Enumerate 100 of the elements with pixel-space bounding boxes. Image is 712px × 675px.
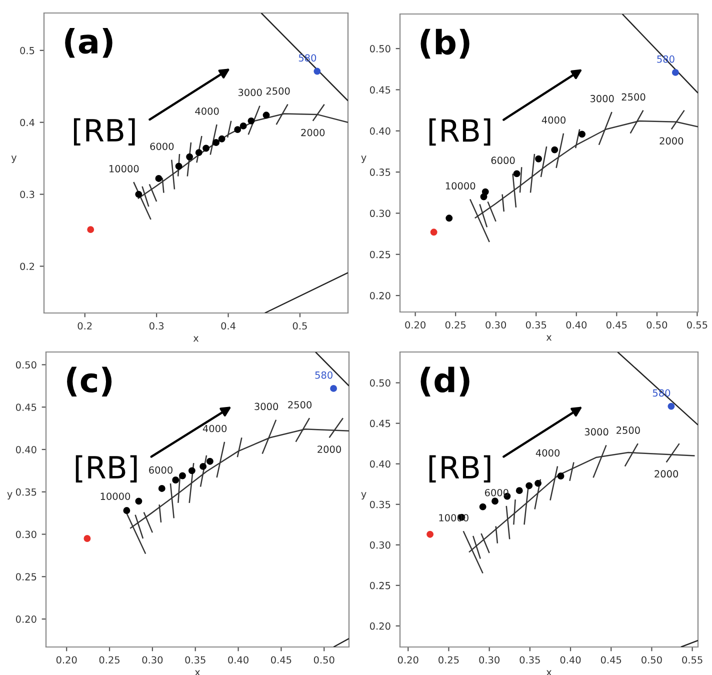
- x-tick-label: 0.50: [314, 656, 334, 664]
- x-tick-label: 0.40: [228, 656, 248, 664]
- x-tick-label: 0.55: [682, 656, 702, 664]
- y-tick-label: 0.45: [370, 86, 390, 94]
- annotation: [RB]: [76, 455, 137, 482]
- point: [188, 467, 196, 474]
- y-tick-label: 0.50: [16, 361, 36, 369]
- point: [248, 117, 255, 124]
- annotation: 10000: [446, 182, 476, 190]
- point: [212, 139, 220, 146]
- point: [195, 149, 202, 156]
- chart-title: (a): [65, 28, 112, 58]
- y-tick-label: 0.25: [370, 250, 390, 258]
- point: [513, 170, 520, 178]
- x-tick-label: 0.20: [398, 656, 418, 664]
- x-tick-label: 0.3: [149, 322, 164, 330]
- annotation: 10000: [110, 165, 139, 172]
- x-tick-label: 0.50: [646, 321, 668, 329]
- y-tick-label: 0.45: [16, 404, 36, 411]
- annotation: 3000: [584, 428, 608, 436]
- y-tick-label: 0.20: [370, 622, 390, 630]
- point: [200, 462, 207, 470]
- point: [534, 480, 542, 487]
- point: [535, 155, 542, 162]
- point: [314, 68, 321, 75]
- y-tick-label: 0.45: [370, 420, 390, 428]
- annotation: 580: [315, 371, 332, 379]
- annotation: 4000: [195, 107, 219, 115]
- point: [218, 135, 226, 142]
- x-tick-label: 0.35: [185, 656, 206, 664]
- annotation: 2500: [616, 426, 640, 434]
- point: [330, 384, 338, 392]
- point: [482, 188, 489, 196]
- point: [668, 402, 675, 410]
- point: [526, 482, 533, 490]
- chart-title: (b): [420, 28, 470, 59]
- point: [158, 485, 166, 492]
- y-tick-label: 0.40: [370, 460, 390, 468]
- annotation: [RB]: [429, 455, 490, 482]
- y-tick-label: 0.25: [16, 573, 36, 580]
- point: [240, 122, 247, 130]
- point: [446, 214, 453, 222]
- x-tick-label: 0.25: [445, 321, 466, 329]
- point: [262, 112, 270, 119]
- x-tick-label: 0.4: [221, 322, 236, 330]
- y-tick-label: 0.25: [370, 582, 390, 590]
- annotation: 6000: [491, 156, 515, 164]
- x-tick-label: 0.35: [526, 321, 546, 329]
- annotation: 6000: [149, 466, 172, 474]
- x-tick-label: 0.40: [560, 656, 581, 664]
- point: [206, 458, 214, 465]
- x-tick-label: 0.20: [405, 321, 426, 329]
- annotation: 2000: [660, 137, 684, 145]
- y-axis-title: y: [361, 492, 366, 500]
- point: [578, 130, 586, 138]
- annotation: 3000: [254, 402, 278, 410]
- y-tick-label: 0.50: [370, 379, 390, 387]
- x-tick-label: 0.5: [292, 322, 307, 330]
- y-tick-label: 0.40: [16, 446, 36, 454]
- point: [155, 174, 162, 182]
- x-axis-title: x: [546, 335, 552, 341]
- point: [84, 535, 91, 542]
- point: [557, 472, 564, 480]
- point: [123, 507, 130, 514]
- annotation: 4000: [536, 449, 560, 457]
- y-tick-label: 0.30: [370, 541, 390, 549]
- y-tick-label: 0.4: [20, 118, 34, 126]
- y-tick-label: 0.2: [20, 262, 34, 270]
- y-tick-label: 0.30: [16, 530, 36, 538]
- point: [516, 487, 523, 494]
- point: [492, 498, 498, 505]
- chart-title: (c): [67, 366, 112, 396]
- x-tick-label: 0.25: [99, 656, 120, 664]
- y-tick-label: 0.20: [16, 616, 36, 623]
- y-tick-label: 0.35: [16, 488, 36, 496]
- x-tick-label: 0.2: [78, 322, 92, 330]
- annotation: 2500: [266, 87, 290, 95]
- annotation: 2000: [318, 446, 341, 453]
- chart-title: (d): [420, 366, 470, 396]
- point: [426, 530, 434, 538]
- annotation: [RB]: [429, 118, 490, 146]
- y-axis-title: y: [7, 492, 12, 500]
- x-tick-label: 0.40: [566, 321, 587, 329]
- point: [551, 146, 558, 154]
- annotation: 2000: [301, 128, 325, 136]
- x-tick-label: 0.45: [606, 321, 627, 329]
- x-tick-label: 0.50: [642, 656, 662, 664]
- annotation: [RB]: [74, 118, 135, 146]
- point: [202, 144, 210, 152]
- y-tick-label: 0.35: [370, 168, 390, 176]
- x-tick-label: 0.30: [486, 321, 506, 329]
- y-tick-label: 0.50: [370, 45, 390, 52]
- point: [175, 162, 182, 170]
- point: [172, 476, 180, 484]
- annotation: 2500: [288, 401, 312, 408]
- x-tick-label: 0.45: [271, 656, 292, 664]
- x-axis-title: x: [193, 336, 199, 342]
- x-tick-label: 0.35: [520, 656, 540, 664]
- x-tick-label: 0.55: [687, 321, 708, 329]
- y-tick-label: 0.3: [20, 190, 34, 198]
